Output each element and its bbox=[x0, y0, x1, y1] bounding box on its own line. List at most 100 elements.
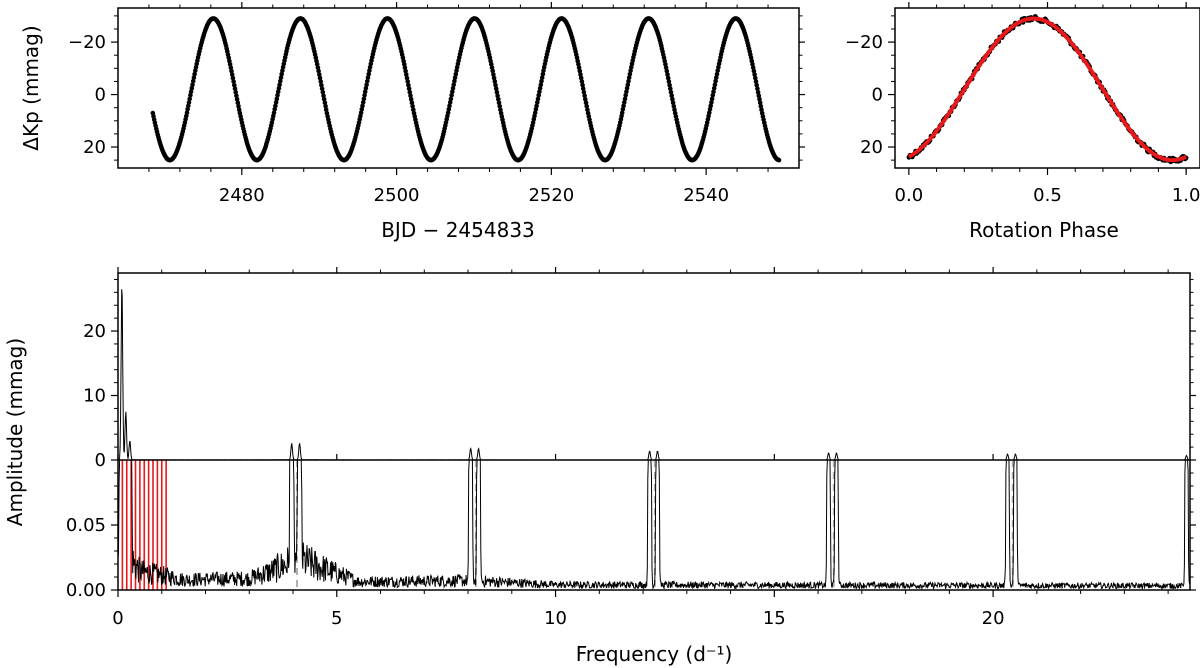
light-curve-point bbox=[536, 93, 541, 98]
light-curve-point bbox=[757, 100, 763, 106]
light-curve-point bbox=[232, 82, 237, 88]
light-curve-point bbox=[666, 79, 672, 84]
x-tick-label: 20 bbox=[982, 608, 1005, 629]
light-curve-point bbox=[273, 103, 278, 109]
light-curve-point bbox=[625, 82, 631, 87]
light-curve-point bbox=[189, 85, 195, 91]
light-curve-point bbox=[409, 100, 415, 106]
light-curve-point bbox=[403, 68, 408, 74]
light-curve-point bbox=[490, 68, 496, 74]
light-curve-point bbox=[540, 71, 546, 77]
light-curve-point bbox=[667, 82, 672, 88]
light-curve-point bbox=[452, 78, 457, 84]
light-curve-point bbox=[492, 79, 498, 84]
light-curve-point bbox=[534, 103, 539, 109]
light-curve-point bbox=[277, 82, 282, 87]
light-curve-point bbox=[404, 75, 410, 81]
light-curve-point bbox=[365, 75, 371, 80]
light-curve-point bbox=[231, 79, 236, 84]
y-tick-label: 0 bbox=[872, 85, 883, 106]
y-tick-label: −20 bbox=[68, 32, 106, 53]
light-curve-point bbox=[752, 72, 757, 77]
light-curve-point bbox=[230, 75, 236, 81]
light-curve-ylabel: ΔKp (mmag) bbox=[19, 25, 43, 150]
light-curve-point bbox=[537, 89, 542, 95]
light-curve-point bbox=[452, 75, 458, 80]
phase-ticks: 0.0 0.5 1.0 −20 0 20 bbox=[845, 2, 1200, 206]
light-curve-point bbox=[709, 96, 715, 102]
light-curve-point bbox=[754, 82, 759, 88]
light-curve-point bbox=[229, 72, 235, 77]
phase-xlabel: Rotation Phase bbox=[969, 218, 1119, 242]
light-curve-point bbox=[191, 75, 197, 80]
light-curve-point bbox=[665, 75, 671, 81]
light-curve-point bbox=[493, 82, 498, 88]
light-curve-point bbox=[668, 89, 674, 95]
light-curve-point bbox=[753, 75, 758, 81]
light-curve-point bbox=[278, 75, 284, 80]
spectrum-ticks: 0 5 10 15 20 0 10 20 0.00 0.05 bbox=[66, 267, 1196, 629]
light-curve-point bbox=[404, 72, 409, 77]
light-curve-point bbox=[535, 96, 541, 102]
light-curve-point bbox=[577, 68, 583, 74]
light-curve-point bbox=[578, 72, 583, 77]
light-curve-point bbox=[714, 71, 720, 77]
light-curve-point bbox=[235, 100, 241, 106]
phase-points bbox=[906, 14, 1189, 165]
light-curve-point bbox=[317, 75, 323, 81]
light-curve-point bbox=[711, 85, 717, 91]
light-curve-point bbox=[192, 71, 197, 77]
light-curve-point bbox=[190, 82, 195, 87]
light-curve-point bbox=[670, 97, 675, 102]
light-curve-point bbox=[538, 82, 544, 87]
light-curve-point bbox=[664, 68, 670, 74]
light-curve-point bbox=[624, 85, 630, 91]
light-curve-point bbox=[190, 78, 196, 84]
light-curve-point bbox=[362, 89, 368, 95]
light-curve-point bbox=[670, 100, 676, 106]
x-tick-label: 0.0 bbox=[895, 185, 924, 206]
spectrum-panel: 0 5 10 15 20 0 10 20 0.00 0.05 Amplitude (mmag) F… bbox=[3, 267, 1196, 666]
light-curve-point bbox=[578, 75, 584, 81]
light-curve-point bbox=[366, 71, 372, 77]
light-curve-point bbox=[583, 100, 589, 106]
spectrum-ylabel: Amplitude (mmag) bbox=[3, 338, 27, 526]
x-tick-label: 0.5 bbox=[1033, 185, 1062, 206]
x-tick-label: 15 bbox=[763, 608, 786, 629]
light-curve-point bbox=[186, 103, 191, 109]
y-tick-label: 20 bbox=[860, 137, 883, 158]
light-curve-point bbox=[493, 86, 499, 91]
light-curve-point bbox=[539, 75, 545, 80]
light-curve-point bbox=[406, 82, 411, 88]
light-curve-point bbox=[753, 79, 759, 84]
light-curve-point bbox=[234, 93, 239, 98]
light-curve-point bbox=[320, 89, 326, 95]
phase-panel: 0.0 0.5 1.0 −20 0 20 Rotation Phase bbox=[845, 2, 1200, 242]
light-curve-point bbox=[361, 96, 367, 102]
light-curve-point bbox=[322, 100, 328, 106]
light-curve-point bbox=[622, 100, 627, 105]
light-curve-point bbox=[188, 93, 193, 98]
light-curve-point bbox=[364, 82, 369, 87]
spectrum-upper-line bbox=[118, 289, 1190, 461]
y-tick-label: 20 bbox=[83, 321, 106, 342]
light-curve-point bbox=[453, 71, 459, 77]
phase-model-curve bbox=[907, 16, 1187, 163]
light-curve-point bbox=[365, 78, 370, 84]
light-curve-point bbox=[711, 89, 716, 95]
light-curve-point bbox=[321, 93, 326, 98]
light-curve-point bbox=[448, 96, 454, 102]
light-curve-point bbox=[233, 89, 238, 95]
y-tick-label: 20 bbox=[83, 137, 106, 158]
light-curve-point bbox=[623, 93, 628, 98]
light-curve-point bbox=[450, 85, 456, 91]
light-curve-point bbox=[714, 75, 719, 80]
light-curve-point bbox=[626, 75, 632, 80]
light-curve-panel: 2480 2500 2520 2540 −20 0 20 ΔKp (mmag) BJD − … bbox=[19, 2, 805, 242]
light-curve-point bbox=[276, 85, 282, 91]
light-curve-point bbox=[451, 82, 457, 87]
light-curve-point bbox=[776, 157, 782, 163]
light-curve-xlabel: BJD − 2454833 bbox=[381, 218, 535, 242]
light-curve-point bbox=[319, 86, 325, 91]
spectrum-frame bbox=[117, 272, 1191, 591]
